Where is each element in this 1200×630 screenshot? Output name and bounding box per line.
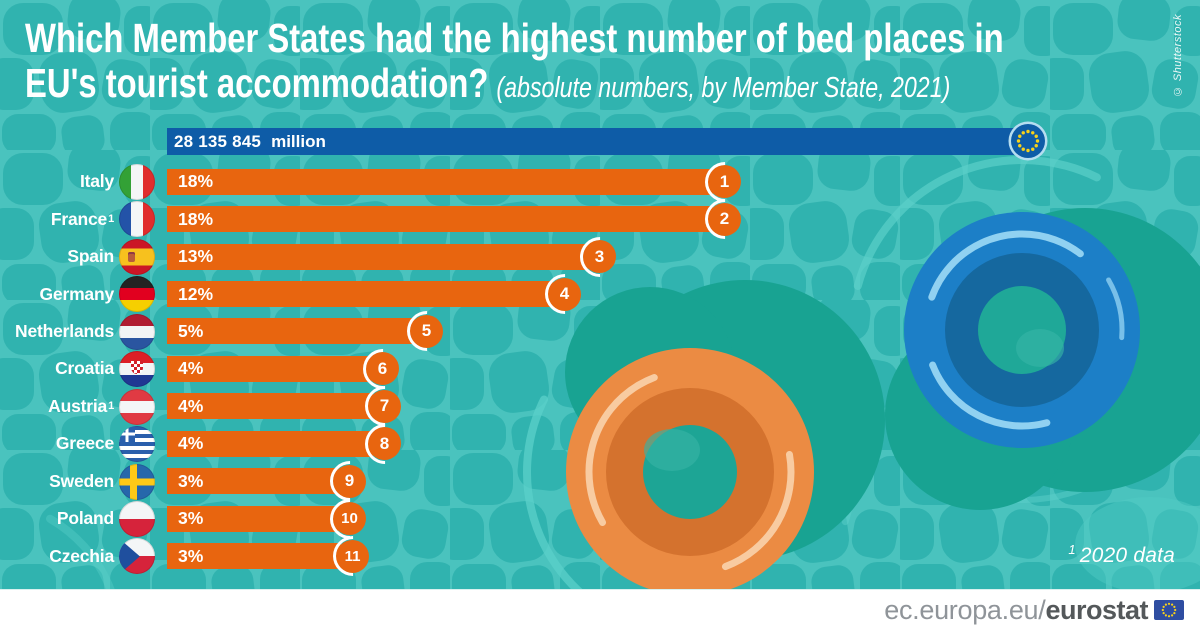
chart-row: Netherlands 5% 5 <box>0 313 1200 350</box>
footer-brand[interactable]: eurostat <box>1045 594 1148 625</box>
value-bar: 4% <box>167 355 371 382</box>
value-bar: 13% <box>167 243 588 270</box>
eu-stars-icon <box>1016 129 1040 153</box>
value-bar: 3% <box>167 468 338 495</box>
chart-row: Austria 1 4% 7 <box>0 388 1200 425</box>
value-label: 3% <box>178 470 204 491</box>
footer-url-prefix[interactable]: ec.europa.eu/ <box>884 594 1046 625</box>
value-bar: 4% <box>167 430 373 457</box>
eu-flag-logo <box>1154 600 1184 620</box>
country-label: Spain <box>67 246 114 267</box>
value-bar: 3% <box>167 543 341 570</box>
chart-row: Sweden 3% 9 <box>0 463 1200 500</box>
country-label: France 1 <box>50 208 114 229</box>
country-label: Greece <box>55 433 114 454</box>
value-label: 3% <box>178 545 204 566</box>
value-bar: 18% <box>167 168 713 195</box>
country-label: Italy <box>79 171 114 192</box>
country-label: Poland <box>56 508 114 529</box>
eu-total-value: 28 135 845 <box>174 131 262 151</box>
rank-number: 7 <box>379 396 390 416</box>
footnote: 1 2020 data <box>1068 542 1175 568</box>
copyright-credit: © Shutterstock <box>1172 14 1184 98</box>
it-flag-icon <box>119 164 155 200</box>
rank-number: 3 <box>594 246 605 266</box>
eu-stars-icon <box>1161 602 1177 618</box>
rank-number: 8 <box>379 433 390 453</box>
value-bar: 3% <box>167 505 338 532</box>
value-bar: 12% <box>167 281 553 307</box>
rank-badge: 7 <box>368 389 401 423</box>
eu-flag-badge <box>1011 124 1045 158</box>
footnote-marker: 1 <box>1068 542 1076 557</box>
country-label: Germany <box>39 283 115 304</box>
chart-rows: Italy 18% 1 France 1 18% 2 Spain 13% 3 Germany 12% 4… <box>0 163 1200 575</box>
country-label: Czechia <box>49 545 114 566</box>
rank-number: 6 <box>377 358 388 378</box>
chart-row: Croatia 4% 6 <box>0 350 1200 388</box>
page-title-line1: Which Member States had the highest numb… <box>25 15 1004 61</box>
eu-total-bar: 28 135 845 million <box>167 128 1020 155</box>
se-flag-icon <box>119 463 155 500</box>
value-label: 18% <box>178 208 214 229</box>
rank-number: 11 <box>344 547 361 565</box>
value-label: 3% <box>178 508 204 529</box>
value-label: 4% <box>178 395 204 416</box>
value-bar: 4% <box>167 393 373 420</box>
el-flag-icon <box>119 426 155 463</box>
page-subtitle: (absolute numbers, by Member State, 2021… <box>496 72 951 104</box>
value-label: 12% <box>178 283 214 304</box>
rank-number: 1 <box>719 171 730 191</box>
chart-row: Greece 4% 8 <box>0 425 1200 463</box>
chart-row: France 1 18% 2 <box>0 200 1200 238</box>
eu-total-unit: million <box>271 131 326 151</box>
country-label: Netherlands <box>15 320 114 341</box>
nl-flag-icon <box>119 313 155 350</box>
rank-badge: 4 <box>548 277 581 311</box>
footer: ec.europa.eu/eurostat <box>0 589 1200 630</box>
rank-badge: 5 <box>410 314 443 348</box>
chart-row: Italy 18% 1 <box>0 163 1200 200</box>
rank-number: 4 <box>559 284 570 303</box>
pl-flag-icon <box>119 500 155 537</box>
es-flag-icon <box>119 238 155 275</box>
at-flag-icon <box>119 388 155 425</box>
value-bar: 18% <box>167 206 713 233</box>
rank-badge: 1 <box>708 165 741 199</box>
hr-flag-icon <box>119 351 155 388</box>
page-title-line2-text: EU's tourist accommodation? <box>25 60 489 106</box>
rank-badge: 3 <box>583 240 616 274</box>
chart-row: Poland 3% 10 <box>0 500 1200 537</box>
rank-number: 10 <box>341 510 358 528</box>
country-label: Sweden <box>49 470 114 491</box>
cz-flag-icon <box>119 538 155 575</box>
value-bar: 5% <box>167 318 415 345</box>
rank-badge: 11 <box>336 539 369 573</box>
country-label: Croatia <box>55 358 114 379</box>
rank-number: 5 <box>421 321 432 341</box>
header: Which Member States had the highest numb… <box>25 16 1004 111</box>
rank-badge: 8 <box>368 427 401 461</box>
country-label: Austria 1 <box>48 395 114 416</box>
de-flag-icon <box>119 276 155 313</box>
chart-row: Spain 13% 3 <box>0 238 1200 275</box>
value-label: 18% <box>178 171 214 192</box>
value-label: 4% <box>178 433 204 454</box>
chart-row: Czechia 3% 11 <box>0 537 1200 575</box>
rank-badge: 2 <box>708 202 741 236</box>
page-title-line2: EU's tourist accommodation? (absolute num… <box>25 61 1004 111</box>
footnote-text: 2020 data <box>1079 544 1175 567</box>
value-label: 5% <box>178 320 204 341</box>
value-label: 4% <box>178 358 204 379</box>
value-label: 13% <box>178 246 214 267</box>
rank-badge: 10 <box>333 502 366 536</box>
chart-row: Germany 12% 4 <box>0 275 1200 313</box>
fr-flag-icon <box>119 201 155 238</box>
rank-badge: 9 <box>333 464 366 498</box>
rank-badge: 6 <box>366 352 399 386</box>
rank-number: 2 <box>719 209 730 229</box>
rank-number: 9 <box>344 471 355 491</box>
